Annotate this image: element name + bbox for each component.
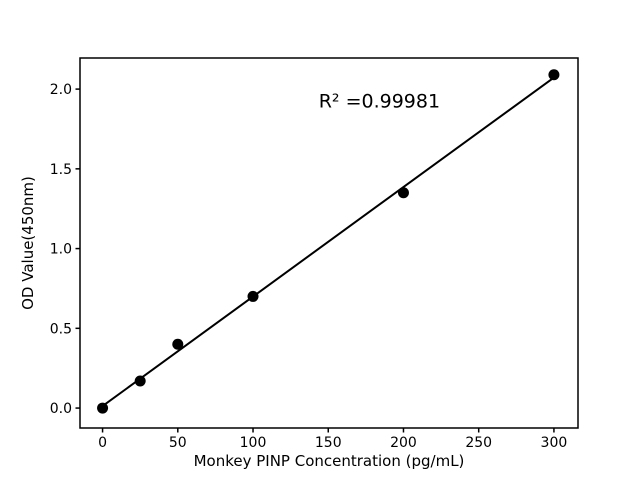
y-tick-label: 1.5 [50,162,72,178]
data-point [247,290,259,302]
axes-box [79,57,579,429]
y-tick-label: 0.0 [50,401,72,417]
y-tick-label: 0.5 [50,321,72,337]
y-axis-label: OD Value(450nm) [19,176,37,310]
x-axis-label: Monkey PINP Concentration (pg/mL) [194,452,465,470]
x-tick-label: 300 [541,435,568,451]
data-point [134,375,146,387]
x-tick-label: 200 [390,435,417,451]
x-tick-label: 50 [169,435,187,451]
data-point [397,187,409,199]
x-tick-label: 100 [240,435,267,451]
y-tick-label: 2.0 [50,82,72,98]
fit-line [101,76,555,408]
r-squared-annotation: R² =0.99981 [319,90,440,112]
y-tick-label: 1.0 [50,242,72,258]
data-point [172,338,184,350]
x-tick-label: 0 [98,435,107,451]
x-tick-label: 150 [315,435,342,451]
data-point [548,69,560,81]
x-tick-label: 250 [465,435,492,451]
data-point [97,402,109,414]
